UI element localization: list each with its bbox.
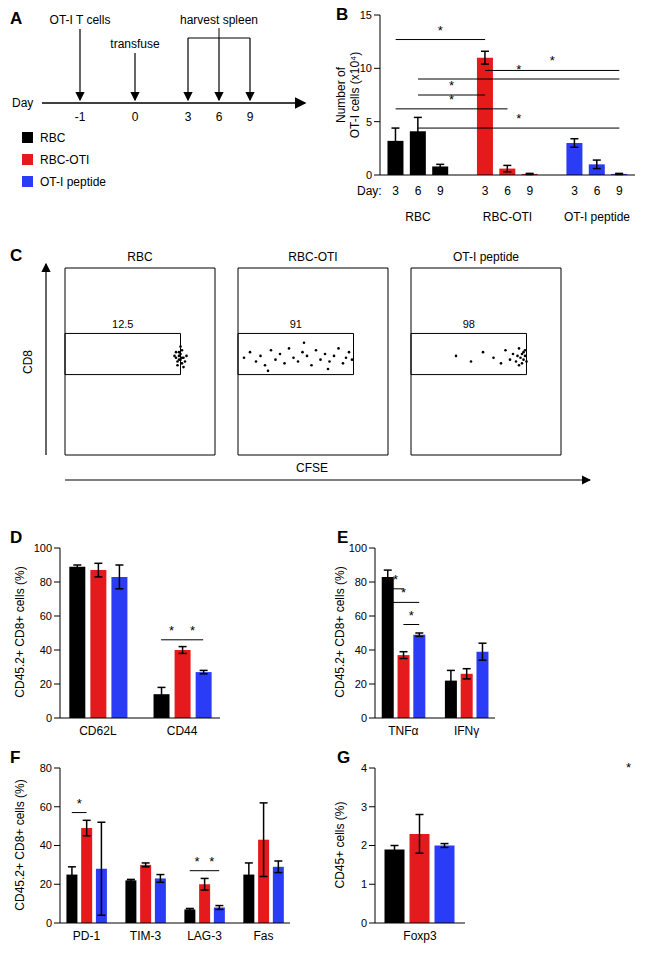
- svg-text:2: 2: [361, 839, 367, 851]
- svg-text:*: *: [409, 608, 414, 623]
- html-text:OT-I cells (x10⁴): OT-I cells (x10⁴): [348, 51, 362, 139]
- svg-text:-1: -1: [75, 110, 86, 124]
- svg-text:*: *: [209, 854, 214, 869]
- svg-text:Foxp3: Foxp3: [403, 929, 437, 943]
- svg-text:3: 3: [571, 184, 578, 198]
- html-text:E: E: [337, 528, 349, 547]
- svg-text:CFSE: CFSE: [296, 461, 328, 475]
- svg-text:9: 9: [437, 184, 444, 198]
- svg-text:*: *: [77, 796, 82, 811]
- svg-text:*: *: [401, 585, 406, 600]
- svg-text:9: 9: [247, 110, 254, 124]
- svg-text:CD8: CD8: [21, 350, 35, 374]
- svg-text:15: 15: [360, 9, 372, 21]
- svg-text:80: 80: [40, 762, 52, 774]
- svg-text:4: 4: [361, 762, 367, 774]
- svg-text:*: *: [195, 854, 200, 869]
- html-text:RBC-OTI: RBC-OTI: [288, 250, 338, 264]
- svg-text:A: A: [10, 9, 22, 28]
- html-text:CD45.2+ CD8+ cells (%): CD45.2+ CD8+ cells (%): [333, 566, 347, 698]
- svg-text:60: 60: [40, 610, 52, 622]
- svg-text:LAG-3: LAG-3: [187, 929, 222, 943]
- svg-text:40: 40: [40, 644, 52, 656]
- svg-text:CD62L: CD62L: [79, 724, 117, 738]
- html-text:CD45+ cells (%): CD45+ cells (%): [333, 801, 347, 889]
- svg-text:6: 6: [415, 184, 422, 198]
- html-text:Number of: Number of: [334, 67, 348, 123]
- svg-text:80: 80: [355, 576, 367, 588]
- svg-text:98: 98: [463, 318, 475, 330]
- svg-text:PD-1: PD-1: [73, 929, 101, 943]
- svg-text:6: 6: [504, 184, 511, 198]
- html-text:OT-I peptide: OT-I peptide: [453, 250, 519, 264]
- svg-text:40: 40: [40, 839, 52, 851]
- svg-text:Day:: Day:: [357, 184, 382, 198]
- svg-text:3: 3: [392, 184, 399, 198]
- html-text:B: B: [336, 5, 349, 24]
- svg-text:60: 60: [355, 610, 367, 622]
- svg-text:20: 20: [40, 678, 52, 690]
- svg-text:harvest spleen: harvest spleen: [180, 13, 258, 27]
- html-text:CD45.2+ CD8+ cells (%): CD45.2+ CD8+ cells (%): [13, 779, 27, 911]
- svg-text:Day: Day: [12, 96, 33, 110]
- html-text:G: G: [337, 748, 351, 767]
- svg-text:*: *: [550, 53, 555, 68]
- svg-text:0: 0: [361, 712, 367, 724]
- svg-text:0: 0: [366, 169, 372, 181]
- svg-text:100: 100: [34, 542, 52, 554]
- svg-text:9: 9: [527, 184, 534, 198]
- html-text:F: F: [10, 748, 21, 767]
- svg-text:Fas: Fas: [253, 929, 273, 943]
- svg-text:OT-I peptide: OT-I peptide: [564, 210, 630, 224]
- html-text:CD45.2+ CD8+ cells (%): CD45.2+ CD8+ cells (%): [13, 566, 27, 698]
- svg-text:*: *: [169, 623, 174, 638]
- svg-text:transfuse: transfuse: [110, 37, 160, 51]
- html-text:D: D: [10, 528, 23, 547]
- svg-text:9: 9: [616, 184, 623, 198]
- svg-text:CD44: CD44: [167, 724, 198, 738]
- svg-text:0: 0: [361, 917, 367, 929]
- svg-text:91: 91: [290, 318, 302, 330]
- svg-text:*: *: [438, 23, 443, 38]
- svg-text:3: 3: [361, 801, 367, 813]
- svg-text:20: 20: [355, 678, 367, 690]
- svg-text:3: 3: [482, 184, 489, 198]
- svg-text:OT-I peptide: OT-I peptide: [40, 175, 106, 189]
- svg-text:*: *: [449, 78, 454, 93]
- svg-text:RBC: RBC: [40, 131, 66, 145]
- svg-text:0: 0: [46, 917, 52, 929]
- svg-text:*: *: [516, 111, 521, 126]
- svg-text:60: 60: [40, 801, 52, 813]
- svg-text:*: *: [516, 62, 521, 77]
- svg-text:12.5: 12.5: [112, 318, 133, 330]
- svg-text:40: 40: [355, 644, 367, 656]
- svg-text:5: 5: [366, 116, 372, 128]
- svg-text:10: 10: [360, 62, 372, 74]
- svg-text:6: 6: [216, 110, 223, 124]
- svg-text:1: 1: [361, 878, 367, 890]
- svg-text:0: 0: [46, 712, 52, 724]
- svg-text:TIM-3: TIM-3: [130, 929, 162, 943]
- svg-text:6: 6: [594, 184, 601, 198]
- svg-text:TNFα: TNFα: [388, 724, 418, 738]
- svg-text:RBC-OTI: RBC-OTI: [483, 210, 532, 224]
- svg-text:IFNγ: IFNγ: [454, 724, 479, 738]
- svg-text:OT-I T cells: OT-I T cells: [50, 13, 111, 27]
- svg-text:*: *: [393, 572, 398, 587]
- svg-text:RBC: RBC: [405, 210, 431, 224]
- svg-text:*: *: [449, 92, 454, 107]
- svg-text:*: *: [190, 623, 195, 638]
- svg-text:0: 0: [132, 110, 139, 124]
- svg-text:3: 3: [185, 110, 192, 124]
- html-text:C: C: [10, 246, 23, 265]
- svg-text:100: 100: [349, 542, 367, 554]
- svg-text:RBC-OTI: RBC-OTI: [40, 153, 89, 167]
- html-text:RBC: RBC: [127, 250, 153, 264]
- svg-text:80: 80: [40, 576, 52, 588]
- svg-text:20: 20: [40, 878, 52, 890]
